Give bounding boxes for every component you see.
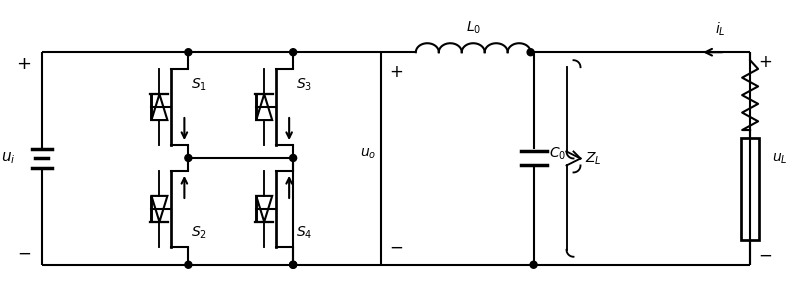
Circle shape	[530, 261, 537, 268]
Text: $u_L$: $u_L$	[772, 151, 788, 166]
Text: $S_1$: $S_1$	[191, 77, 207, 93]
Text: $S_3$: $S_3$	[296, 77, 312, 93]
Text: $+$: $+$	[389, 63, 403, 81]
Text: $S_2$: $S_2$	[191, 225, 207, 241]
Text: $u_o$: $u_o$	[360, 146, 376, 161]
Text: $Z_L$: $Z_L$	[586, 150, 602, 167]
Text: $-$: $-$	[17, 244, 31, 262]
Circle shape	[527, 49, 534, 56]
Circle shape	[290, 154, 297, 162]
Text: $-$: $-$	[389, 238, 403, 256]
Text: $C_0$: $C_0$	[549, 145, 566, 162]
Circle shape	[185, 154, 192, 162]
Bar	[741, 138, 759, 240]
Text: $i_L$: $i_L$	[715, 21, 726, 38]
Text: $+$: $+$	[758, 53, 772, 71]
Circle shape	[290, 261, 297, 268]
Circle shape	[290, 49, 297, 56]
Circle shape	[290, 261, 297, 268]
Text: $-$: $-$	[758, 246, 772, 264]
Text: $+$: $+$	[16, 55, 31, 73]
Circle shape	[185, 261, 192, 268]
Text: $u_i$: $u_i$	[1, 151, 16, 166]
Text: $L_0$: $L_0$	[466, 20, 481, 36]
Circle shape	[185, 49, 192, 56]
Text: $S_4$: $S_4$	[296, 225, 313, 241]
